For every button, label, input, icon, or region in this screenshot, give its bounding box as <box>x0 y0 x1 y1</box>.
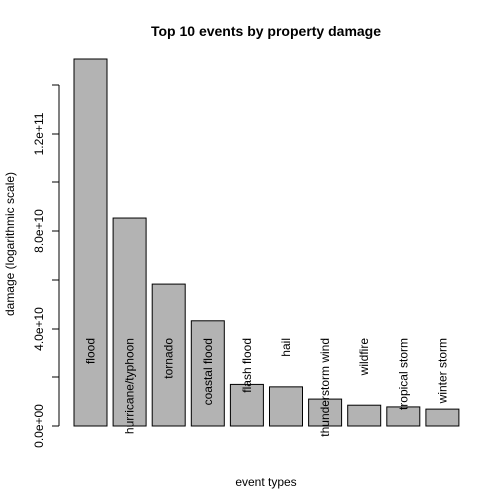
bar <box>425 408 460 427</box>
bar <box>73 58 108 427</box>
y-axis: 0.0e+00 4.0e+10 8.0e+10 1.2e+11 <box>32 84 60 448</box>
bar <box>151 283 186 427</box>
bar <box>386 406 421 427</box>
bar-label: coastal flood <box>201 338 215 405</box>
bar-label: thunderstorm wind <box>318 338 332 437</box>
bar-label: tropical storm <box>396 338 410 410</box>
chart-title: Top 10 events by property damage <box>151 23 381 39</box>
y-axis-label: damage (logarithmic scale) <box>3 172 17 316</box>
y-tick-label: 1.2e+11 <box>32 112 46 155</box>
y-tick-label: 8.0e+10 <box>32 209 46 253</box>
bar <box>190 320 225 427</box>
y-tick-label: 4.0e+10 <box>32 307 46 351</box>
y-tick-label: 0.0e+00 <box>32 404 46 448</box>
bar-labels-group: flood hurricane/typhoon tornado coastal flo… <box>84 338 450 437</box>
bar-label: tornado <box>162 338 176 379</box>
x-axis-label: event types <box>235 475 296 489</box>
bar <box>347 404 382 427</box>
bar <box>112 217 147 427</box>
bar-label: hail <box>279 338 293 357</box>
bar <box>229 383 264 427</box>
bar-label: wildfire <box>357 338 371 377</box>
bar <box>308 398 343 427</box>
bar-label: flash flood <box>240 338 254 393</box>
bar <box>269 386 303 427</box>
bars-group <box>73 58 460 427</box>
bar-label: hurricane/typhoon <box>123 338 137 434</box>
bar-label: winter storm <box>435 338 449 404</box>
bar-label: flood <box>84 338 98 364</box>
